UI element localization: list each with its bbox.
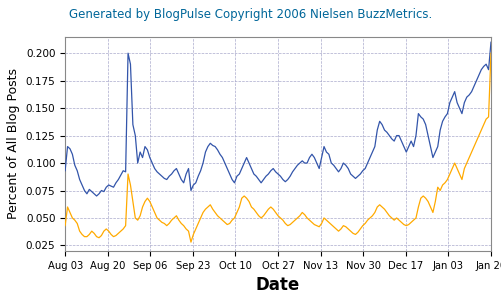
Y-axis label: Percent of All Blog Posts: Percent of All Blog Posts [7, 68, 20, 219]
Text: Generated by BlogPulse Copyright 2006 Nielsen BuzzMetrics.: Generated by BlogPulse Copyright 2006 Ni… [69, 8, 432, 21]
X-axis label: Date: Date [256, 276, 300, 294]
